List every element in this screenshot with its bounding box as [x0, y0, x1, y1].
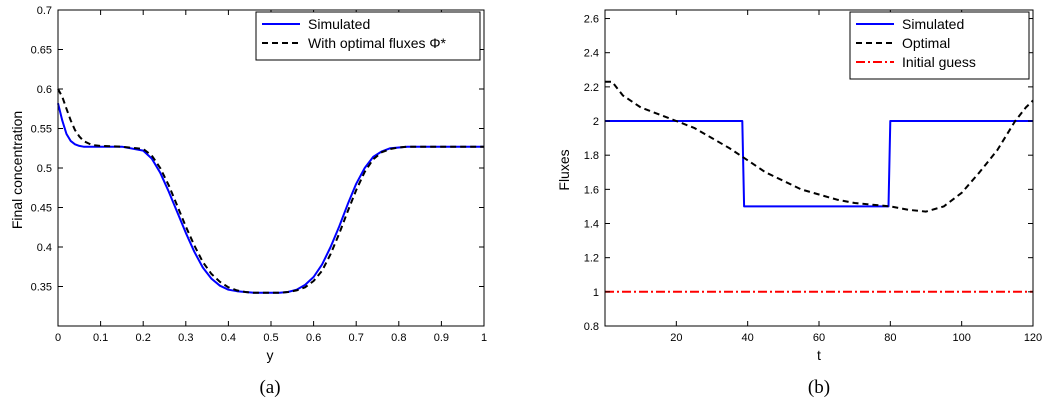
- chart-b-ytick-label: 1.4: [584, 219, 599, 231]
- chart-b-xtick-label: 60: [813, 332, 825, 344]
- chart-a-legend: Simulated With optimal fluxes Φ*: [255, 11, 481, 61]
- chart-a-legend-label-2: With optimal fluxes Φ*: [308, 35, 447, 51]
- chart-b-legend: Simulated Optimal Initial guess: [849, 11, 1030, 80]
- chart-a-xtick-label: 0: [55, 332, 61, 344]
- chart-a-xtick-label: 0.1: [93, 332, 108, 344]
- chart-a-ytick-label: 0.7: [37, 5, 52, 17]
- chart-a-legend-label-1: Simulated: [308, 16, 370, 32]
- chart-b-xtick-label: 120: [1024, 332, 1042, 344]
- chart-a-ytick-label: 0.65: [31, 45, 52, 57]
- chart-b-xlabel: t: [817, 347, 821, 363]
- chart-a-xtick-label: 0.9: [434, 332, 449, 344]
- chart-b-ytick-label: 1.6: [584, 184, 599, 196]
- chart-b-ytick-label: 2.6: [584, 14, 599, 26]
- chart-a-ylabel: Final concentration: [9, 111, 25, 229]
- chart-a-xlabel: y: [267, 347, 274, 363]
- chart-b-ytick-label: 2: [593, 116, 599, 128]
- chart-a-xtick-label: 0.2: [136, 332, 151, 344]
- chart-a-xtick-label: 0.7: [349, 332, 364, 344]
- chart-b-caption: (b): [808, 377, 830, 398]
- chart-a-series-line-1: [57, 102, 484, 294]
- chart-b-legend-label-2: Optimal: [902, 35, 950, 51]
- chart-b-ytick-label: 2.2: [584, 82, 599, 94]
- chart-a-xtick-label: 1: [481, 332, 487, 344]
- chart-a-legend-box: [255, 11, 481, 61]
- chart-a-ytick-label: 0.55: [31, 124, 52, 136]
- chart-b-legend-label-1: Simulated: [902, 16, 964, 32]
- chart-b-ytick-label: 1.2: [584, 253, 599, 265]
- chart-b-ylabel: Fluxes: [556, 149, 572, 190]
- chart-b-series-line-1: [605, 120, 1033, 208]
- chart-a-caption: (a): [259, 377, 280, 398]
- chart-a-ytick-label: 0.45: [31, 203, 52, 215]
- chart-b-ytick-label: 2.4: [584, 48, 599, 60]
- chart-b-xtick-label: 40: [742, 332, 754, 344]
- chart-b-ytick-label: 0.8: [584, 321, 599, 333]
- chart-a-xtick-label: 0.5: [263, 332, 278, 344]
- chart-a-ytick-label: 0.6: [37, 84, 52, 96]
- chart-b-series-line-2: [605, 80, 1034, 213]
- chart-a-xtick-label: 0.4: [221, 332, 236, 344]
- chart-a-ytick-label: 0.4: [37, 242, 52, 254]
- chart-a: Final concentration y (a) 0 0.1 0.2 0.3 0.4 0…: [9, 5, 487, 398]
- chart-a-ytick-label: 0.35: [31, 282, 52, 294]
- chart-a-ytick-label: 0.5: [37, 163, 52, 175]
- chart-b: Fluxes t (b) 20 40 60 80 100 120 0.8 1 1.2 1.4 1.6…: [556, 9, 1042, 398]
- chart-a-xtick-label: 0.3: [178, 332, 193, 344]
- chart-b-xtick-label: 100: [952, 332, 970, 344]
- chart-a-series-line-2: [57, 88, 484, 294]
- chart-b-ytick-label: 1.8: [584, 150, 599, 162]
- chart-b-xtick-label: 20: [670, 332, 682, 344]
- chart-a-xtick-label: 0.8: [391, 332, 406, 344]
- chart-b-legend-label-3: Initial guess: [902, 54, 976, 70]
- chart-b-ytick-label: 1: [593, 287, 599, 299]
- chart-a-xtick-label: 0.6: [306, 332, 321, 344]
- chart-b-xtick-label: 80: [884, 332, 896, 344]
